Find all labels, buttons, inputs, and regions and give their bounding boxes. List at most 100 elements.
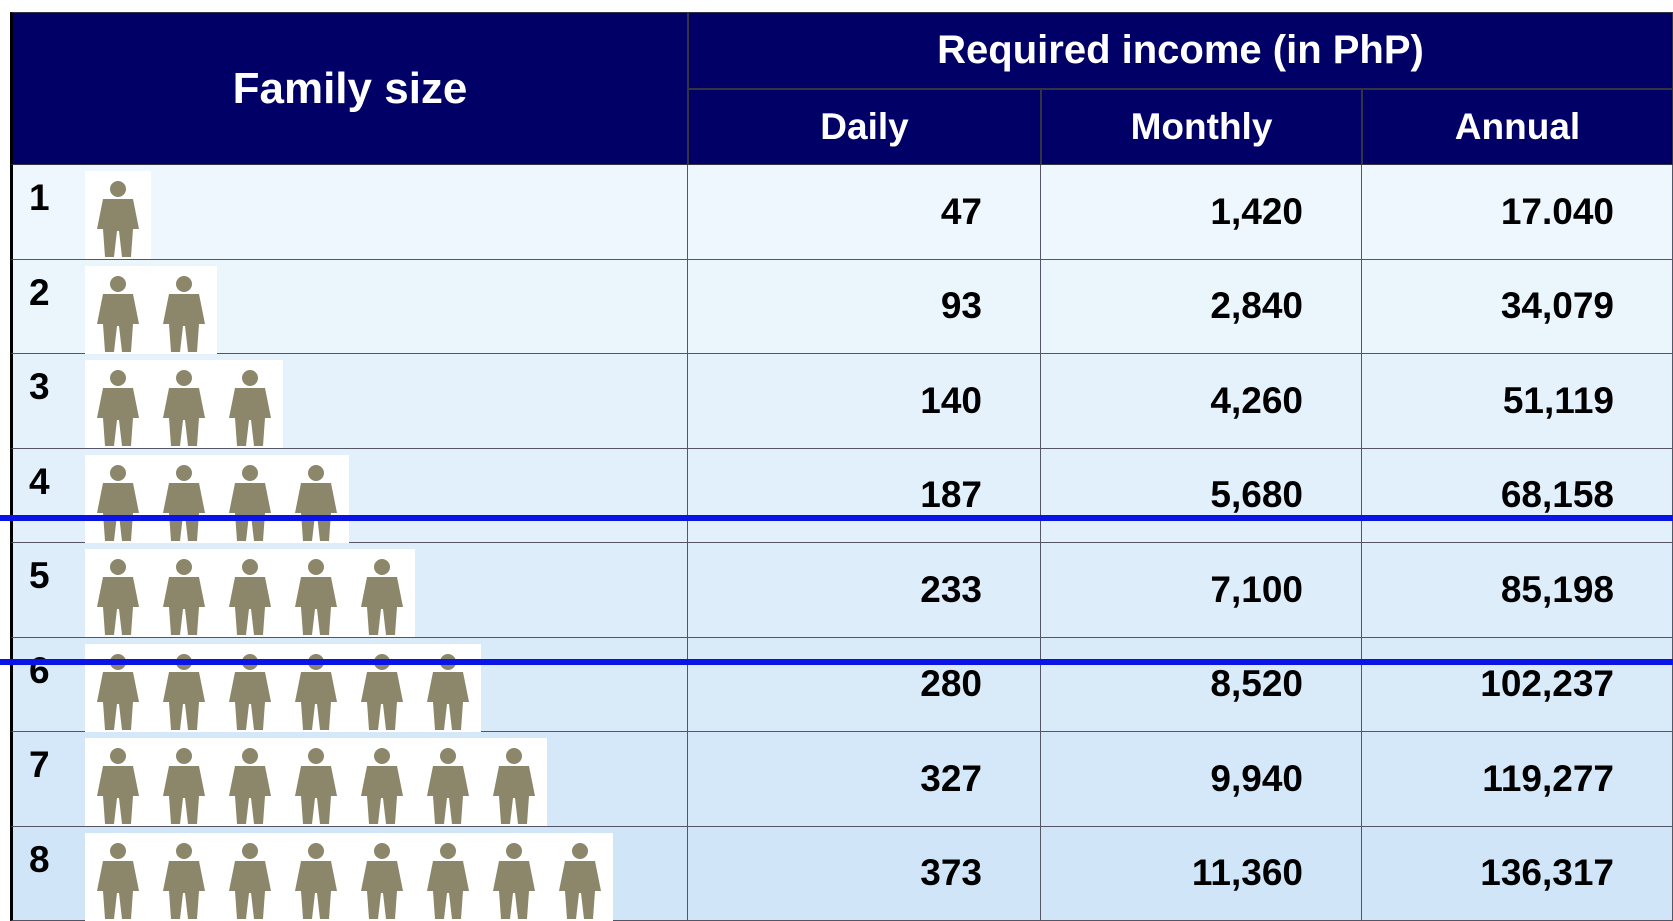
number-cell: 93 bbox=[688, 259, 1041, 354]
size-cell: 6 bbox=[10, 637, 688, 732]
family-icons bbox=[85, 171, 151, 259]
person-icon bbox=[97, 370, 139, 446]
person-icon bbox=[163, 370, 205, 446]
cell-value: 11,360 bbox=[1191, 852, 1303, 894]
cell-value: 280 bbox=[920, 663, 982, 705]
number-cell: 280 bbox=[688, 637, 1041, 732]
number-cell: 7,100 bbox=[1041, 543, 1362, 638]
size-label: 6 bbox=[29, 649, 50, 691]
cell-value: 373 bbox=[920, 852, 982, 894]
person-icon bbox=[97, 181, 139, 257]
family-icons bbox=[85, 738, 547, 826]
person-icon bbox=[229, 370, 271, 446]
size-label: 3 bbox=[29, 366, 50, 407]
number-cell: 233 bbox=[688, 543, 1041, 638]
cell-value: 93 bbox=[940, 285, 982, 327]
family-icons bbox=[85, 832, 613, 921]
person-icon bbox=[229, 464, 271, 541]
person-icon bbox=[427, 748, 469, 824]
number-cell: 11,360 bbox=[1041, 826, 1362, 921]
cell-value: 187 bbox=[920, 474, 982, 516]
family-icons bbox=[85, 549, 415, 637]
cell-value: 7,100 bbox=[1210, 568, 1303, 610]
size-label: 7 bbox=[29, 744, 50, 785]
number-cell: 136,317 bbox=[1362, 826, 1673, 921]
size-label: 1 bbox=[29, 177, 50, 218]
cell-value: 2,840 bbox=[1210, 285, 1303, 327]
person-icon bbox=[361, 559, 403, 635]
number-cell: 8,520 bbox=[1041, 637, 1362, 732]
person-icon bbox=[295, 842, 337, 919]
cell-value: 4,260 bbox=[1210, 379, 1303, 421]
person-icon bbox=[97, 275, 139, 352]
cell-value: 140 bbox=[920, 379, 982, 421]
person-icon bbox=[163, 559, 205, 635]
cell-value: 136,317 bbox=[1480, 852, 1614, 894]
cell-value: 233 bbox=[920, 568, 982, 610]
person-icon bbox=[295, 464, 337, 541]
number-cell: 1,420 bbox=[1041, 165, 1362, 260]
number-cell: 34,079 bbox=[1362, 259, 1673, 354]
size-cell: 8 bbox=[10, 826, 688, 921]
column-header: Daily bbox=[688, 89, 1041, 165]
cell-value: 327 bbox=[920, 757, 982, 799]
person-icon bbox=[493, 748, 535, 824]
person-icon bbox=[97, 559, 139, 635]
cell-value: 34,079 bbox=[1500, 285, 1614, 327]
family-icons bbox=[85, 265, 217, 354]
person-icon bbox=[163, 842, 205, 919]
cell-value: 51,119 bbox=[1502, 379, 1614, 421]
size-cell: 4 bbox=[10, 448, 688, 543]
person-icon bbox=[229, 842, 271, 919]
cell-value: 85,198 bbox=[1500, 568, 1614, 610]
number-cell: 4,260 bbox=[1041, 354, 1362, 449]
cell-value: 8,520 bbox=[1210, 663, 1303, 705]
person-icon bbox=[229, 748, 271, 824]
number-cell: 85,198 bbox=[1362, 543, 1673, 638]
size-label: 5 bbox=[29, 555, 50, 596]
size-cell: 5 bbox=[10, 543, 688, 638]
person-icon bbox=[97, 464, 139, 541]
number-cell: 51,119 bbox=[1362, 354, 1673, 449]
number-cell: 102,237 bbox=[1362, 637, 1673, 732]
group-header: Required income (in PhP) bbox=[688, 12, 1673, 89]
person-icon bbox=[361, 842, 403, 919]
blue-rule bbox=[0, 659, 1673, 665]
number-cell: 47 bbox=[688, 165, 1041, 260]
cell-value: 119,277 bbox=[1482, 757, 1614, 799]
size-cell: 3 bbox=[10, 354, 688, 449]
person-icon bbox=[295, 748, 337, 824]
number-cell: 9,940 bbox=[1041, 732, 1362, 827]
person-icon bbox=[163, 464, 205, 541]
family-icons bbox=[85, 454, 349, 543]
cell-value: 68,158 bbox=[1500, 474, 1614, 516]
number-cell: 373 bbox=[688, 826, 1041, 921]
size-label: 4 bbox=[29, 460, 50, 502]
cell-value: 47 bbox=[940, 190, 982, 232]
number-cell: 2,840 bbox=[1041, 259, 1362, 354]
number-cell: 327 bbox=[688, 732, 1041, 827]
size-cell: 1 bbox=[10, 165, 688, 260]
blue-rule bbox=[0, 515, 1673, 521]
person-icon bbox=[559, 842, 601, 919]
number-cell: 187 bbox=[688, 448, 1041, 543]
size-cell: 2 bbox=[10, 259, 688, 354]
size-label: 8 bbox=[29, 838, 50, 880]
person-icon bbox=[493, 842, 535, 919]
person-icon bbox=[163, 748, 205, 824]
size-label: 2 bbox=[29, 271, 50, 313]
column-header: Monthly bbox=[1041, 89, 1362, 165]
cell-value: 5,680 bbox=[1210, 474, 1303, 516]
number-cell: 119,277 bbox=[1362, 732, 1673, 827]
row-header: Family size bbox=[10, 12, 688, 165]
number-cell: 17.040 bbox=[1362, 165, 1673, 260]
number-cell: 140 bbox=[688, 354, 1041, 449]
number-cell: 68,158 bbox=[1362, 448, 1673, 543]
person-icon bbox=[361, 748, 403, 824]
person-icon bbox=[97, 842, 139, 919]
cell-value: 17.040 bbox=[1500, 190, 1614, 232]
size-cell: 7 bbox=[10, 732, 688, 827]
person-icon bbox=[427, 842, 469, 919]
person-icon bbox=[97, 748, 139, 824]
